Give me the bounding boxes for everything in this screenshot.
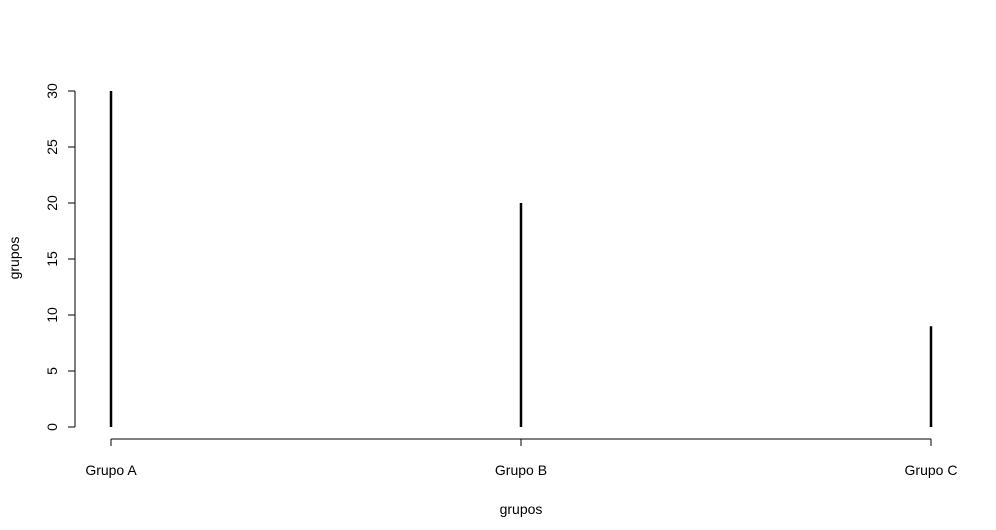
y-tick-label: 10	[44, 307, 60, 323]
x-tick-label: Grupo C	[905, 462, 958, 478]
y-tick-label: 15	[44, 251, 60, 267]
y-axis: 0 5 10 15 20 25 30	[44, 83, 76, 431]
y-tick-label: 0	[44, 423, 60, 431]
y-tick-label: 25	[44, 139, 60, 155]
x-tick-label: Grupo A	[85, 462, 137, 478]
y-tick-label: 20	[44, 195, 60, 211]
y-axis-title: grupos	[6, 237, 22, 280]
y-tick-label: 5	[44, 367, 60, 375]
data-series	[109, 91, 933, 427]
x-tick-label: Grupo B	[495, 462, 547, 478]
x-axis: Grupo A Grupo B Grupo C	[85, 438, 958, 478]
x-axis-title: grupos	[500, 501, 543, 517]
y-tick-label: 30	[44, 83, 60, 99]
